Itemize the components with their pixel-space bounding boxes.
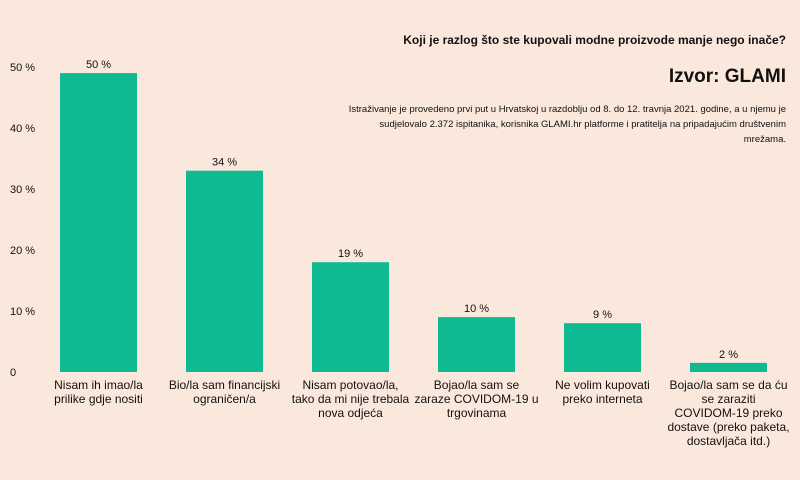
y-tick-label: 40 % bbox=[10, 123, 35, 135]
bar-value-label: 34 % bbox=[212, 157, 237, 169]
y-tick-label: 20 % bbox=[10, 245, 35, 257]
chart-title: Koji je razlog što ste kupovali modne pr… bbox=[403, 33, 786, 47]
bar-value-label: 9 % bbox=[593, 309, 612, 321]
bar bbox=[690, 362, 767, 372]
y-tick-label: 0 bbox=[10, 367, 16, 379]
source-label: Izvor: GLAMI bbox=[668, 66, 786, 87]
x-category-label: Bio/la sam financijski ograničen/a bbox=[169, 378, 280, 406]
x-category-label: Nisam potovao/la, tako da mi nije trebala… bbox=[292, 378, 410, 420]
x-category-label: Bojao/la sam se zaraze COVIDOM-19 u trgovi… bbox=[414, 378, 538, 420]
y-tick-label: 10 % bbox=[10, 306, 35, 318]
y-tick-label: 50 % bbox=[10, 62, 35, 74]
bar-value-label: 50 % bbox=[86, 59, 111, 71]
survey-note: Istraživanje je provedeno prvi put u Hrv… bbox=[348, 104, 786, 145]
x-category-label: Ne volim kupovati preko interneta bbox=[555, 378, 650, 406]
bar bbox=[60, 73, 137, 372]
bar bbox=[186, 170, 263, 372]
y-tick-label: 30 % bbox=[10, 184, 35, 196]
x-category-label: Bojao/la sam se da ću se zaraziti COVIDOM-… bbox=[667, 378, 789, 448]
bar-value-label: 10 % bbox=[464, 303, 489, 315]
x-category-label: Nisam ih imao/la prilike gdje nositi bbox=[54, 378, 143, 406]
bar bbox=[312, 262, 389, 372]
bar bbox=[438, 317, 515, 372]
bar bbox=[564, 323, 641, 372]
bar-value-label: 19 % bbox=[338, 248, 363, 260]
bar-value-label: 2 % bbox=[719, 349, 738, 361]
